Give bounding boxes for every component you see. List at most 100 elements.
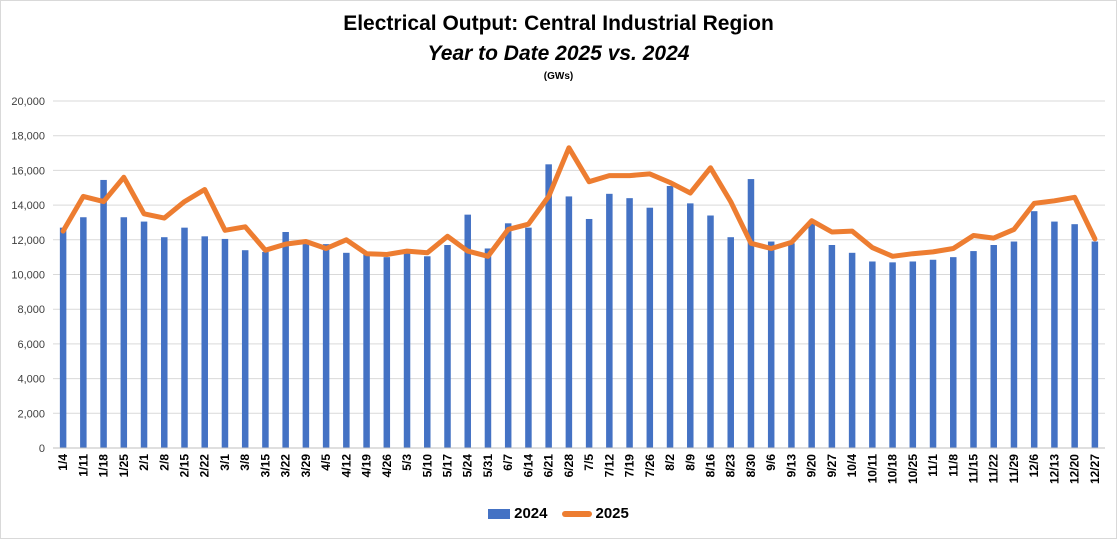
bar-2024 <box>788 243 795 448</box>
x-tick-label: 7/12 <box>602 454 616 478</box>
bar-2024 <box>929 259 937 448</box>
bar-2024 <box>970 251 977 448</box>
x-tick-label: 5/17 <box>441 454 455 478</box>
x-tick-label: 4/26 <box>380 454 394 478</box>
legend-item-2025: 2025 <box>561 505 629 522</box>
x-tick-label: 10/25 <box>906 454 920 484</box>
bar-2024 <box>626 198 633 448</box>
legend-item-2024: 2024 <box>488 505 548 522</box>
x-tick-label: 6/28 <box>562 454 576 478</box>
x-tick-label: 7/19 <box>623 454 637 478</box>
x-tick-label: 4/12 <box>339 454 353 478</box>
y-tick-label: 16,000 <box>11 165 45 177</box>
bar-2024 <box>282 231 289 448</box>
bar-2024 <box>666 186 674 448</box>
bar-2024 <box>424 256 431 448</box>
bar-2024 <box>545 164 552 448</box>
bar-2024 <box>950 257 957 448</box>
chart-legend: 2024 2025 <box>0 505 1117 522</box>
bar-2024 <box>363 254 370 448</box>
bar-2024 <box>262 251 269 448</box>
bar-2024 <box>1091 241 1099 448</box>
bar-2024 <box>646 207 654 448</box>
bar-2024 <box>727 237 734 448</box>
x-tick-label: 11/1 <box>926 454 940 477</box>
bar-2024 <box>484 248 492 448</box>
bar-2024 <box>1030 211 1038 448</box>
x-tick-label: 8/16 <box>704 454 718 478</box>
x-tick-label: 1/18 <box>97 454 111 478</box>
x-tick-label: 10/11 <box>865 454 879 484</box>
bar-2024 <box>302 243 310 448</box>
x-tick-label: 5/3 <box>400 454 414 471</box>
unit-label: (GWs) <box>543 71 574 82</box>
x-tick-label: 6/7 <box>501 454 515 471</box>
x-tick-label: 3/1 <box>218 454 232 471</box>
legend-label-2024: 2024 <box>514 505 548 522</box>
y-tick-label: 2,000 <box>17 408 45 420</box>
bar-2024 <box>687 203 694 448</box>
x-tick-label: 8/23 <box>724 454 738 478</box>
chart-subtitle: Year to Date 2025 vs. 2024 <box>427 42 690 65</box>
x-tick-label: 3/22 <box>279 454 293 478</box>
x-tick-label: 4/5 <box>319 454 333 471</box>
bar-2024 <box>181 227 188 448</box>
bar-2024 <box>221 238 229 448</box>
x-tick-label: 6/14 <box>521 454 535 478</box>
legend-swatch-2025 <box>561 510 592 517</box>
bar-2024 <box>161 237 168 448</box>
x-tick-label: 5/31 <box>481 454 495 478</box>
bar-2024 <box>707 215 714 448</box>
bar-2024 <box>241 250 249 448</box>
bar-2024 <box>767 241 775 448</box>
x-tick-label: 3/15 <box>258 454 272 478</box>
bar-2024 <box>383 257 391 448</box>
bar-2024 <box>140 221 148 448</box>
x-tick-label: 9/13 <box>784 454 798 478</box>
bar-2024 <box>747 179 755 448</box>
x-tick-label: 11/29 <box>1007 454 1021 484</box>
x-tick-label: 9/6 <box>764 454 778 471</box>
x-tick-label: 1/4 <box>56 454 70 471</box>
x-tick-label: 8/2 <box>663 454 677 471</box>
bar-2024 <box>585 218 593 448</box>
y-tick-label: 20,000 <box>11 96 45 108</box>
x-tick-label: 12/20 <box>1068 454 1082 484</box>
x-tick-label: 7/26 <box>643 454 657 478</box>
y-tick-label: 6,000 <box>17 339 45 351</box>
x-tick-label: 1/11 <box>76 454 90 477</box>
x-tick-label: 5/24 <box>461 454 475 478</box>
bar-2024 <box>100 179 107 448</box>
x-tick-label: 8/30 <box>744 454 758 478</box>
x-tick-label: 12/6 <box>1027 454 1041 478</box>
bar-2024 <box>869 261 876 448</box>
bar-2024 <box>848 252 856 448</box>
bar-2024 <box>343 252 350 448</box>
series-line-2025 <box>60 145 1098 259</box>
bar-2024 <box>1010 241 1018 448</box>
x-tick-label: 9/20 <box>805 454 819 478</box>
x-tick-label: 3/8 <box>238 454 252 471</box>
bar-2024 <box>1071 224 1078 448</box>
bar-2024 <box>606 193 613 448</box>
bar-2024 <box>322 244 330 448</box>
bar-2024 <box>808 222 815 448</box>
x-tick-label: 1/25 <box>117 454 131 478</box>
x-tick-label: 10/18 <box>886 454 900 484</box>
bar-2024 <box>201 236 208 448</box>
x-tick-label: 7/5 <box>582 454 596 471</box>
x-tick-label: 9/27 <box>825 454 839 478</box>
x-tick-label: 2/22 <box>198 454 212 478</box>
x-tick-label: 12/13 <box>1047 454 1061 484</box>
x-tick-label: 10/4 <box>845 454 859 478</box>
bar-2024 <box>444 245 451 448</box>
x-tick-label: 2/8 <box>157 454 171 471</box>
x-tick-label: 5/10 <box>420 454 434 478</box>
legend-swatch-2024 <box>488 508 511 519</box>
chart-title: Electrical Output: Central Industrial Re… <box>343 12 774 35</box>
x-tick-label: 12/27 <box>1088 454 1102 484</box>
y-tick-label: 10,000 <box>11 270 45 282</box>
x-tick-label: 3/29 <box>299 454 313 478</box>
bar-2024 <box>565 196 573 448</box>
